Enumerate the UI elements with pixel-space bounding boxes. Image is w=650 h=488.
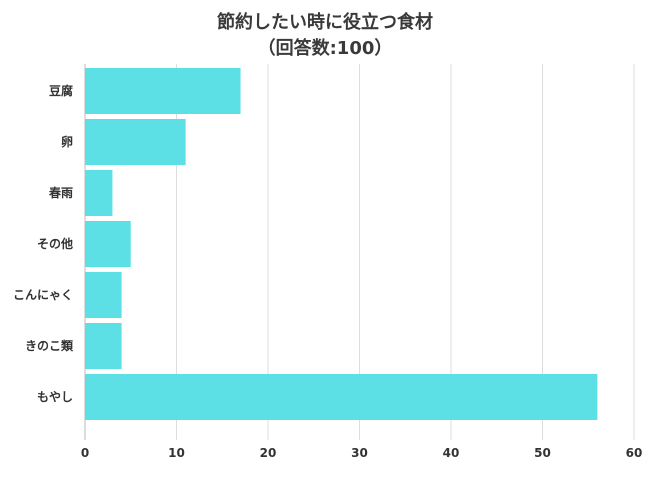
x-tick-label: 50 bbox=[534, 446, 551, 460]
bar bbox=[85, 68, 241, 114]
category-label: その他 bbox=[37, 236, 73, 251]
bar bbox=[85, 374, 598, 420]
category-label: 豆腐 bbox=[49, 83, 73, 98]
category-label: 卵 bbox=[61, 134, 73, 149]
x-tick-label: 20 bbox=[260, 446, 277, 460]
chart-subtitle: （回答数:100） bbox=[257, 38, 393, 59]
bar bbox=[85, 170, 113, 216]
x-tick-label: 30 bbox=[351, 446, 368, 460]
category-label: もやし bbox=[37, 390, 73, 404]
x-tick-labels: 0 10 20 30 40 50 60 bbox=[81, 446, 643, 460]
x-tick-label: 10 bbox=[168, 446, 185, 460]
bars bbox=[85, 68, 598, 420]
x-tick-label: 60 bbox=[626, 446, 643, 460]
bar bbox=[85, 323, 122, 369]
bar bbox=[85, 272, 122, 318]
bar bbox=[85, 119, 186, 165]
category-label: きのこ類 bbox=[25, 338, 74, 353]
category-label: こんにゃく bbox=[13, 288, 73, 302]
bar bbox=[85, 221, 131, 267]
x-tick-label: 0 bbox=[81, 446, 89, 460]
category-label: 春雨 bbox=[48, 185, 73, 200]
chart-title: 節約したい時に役立つ食材 bbox=[217, 12, 433, 33]
x-tick-label: 40 bbox=[443, 446, 460, 460]
